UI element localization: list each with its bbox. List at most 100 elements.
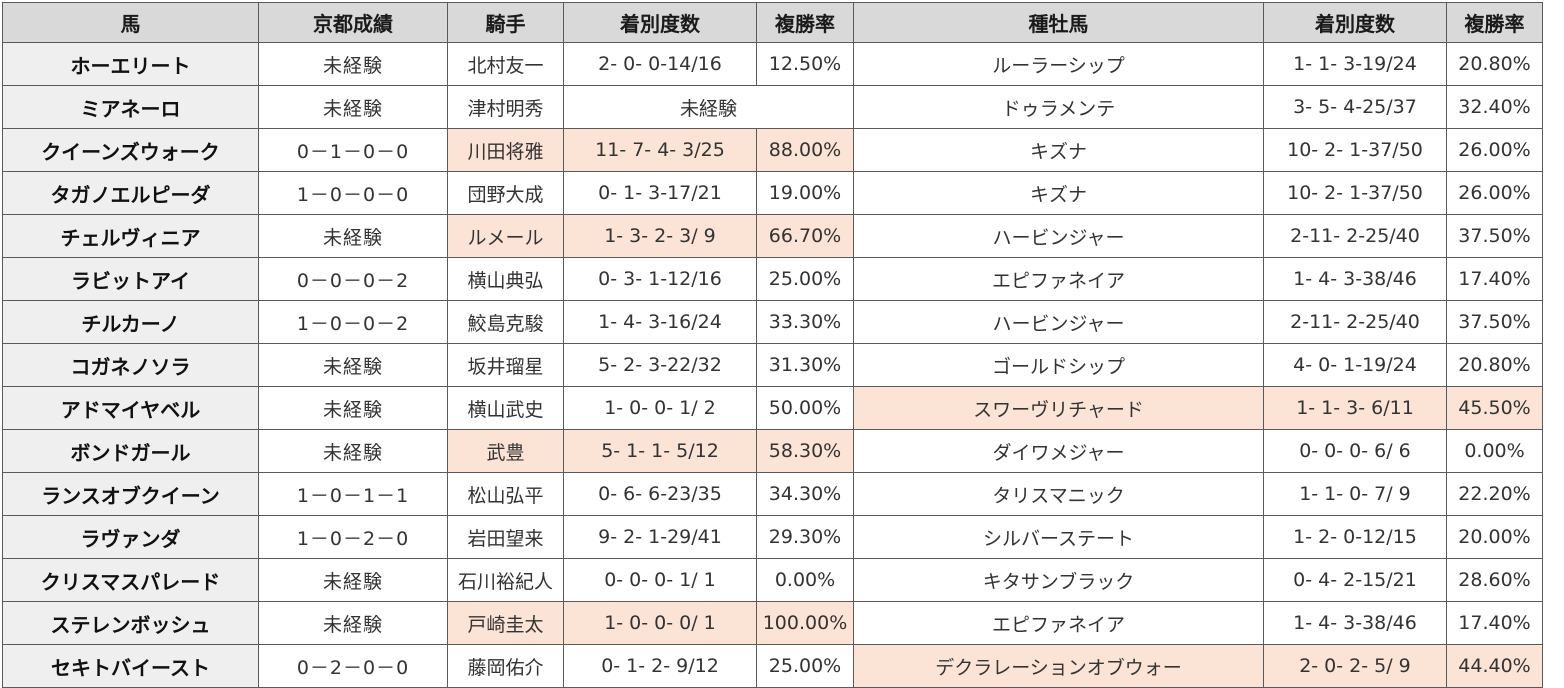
jockey-record: 5- 2- 3-22/32 bbox=[563, 343, 757, 387]
header-jockey: 騎手 bbox=[447, 2, 564, 43]
sire-record: 1- 4- 3-38/46 bbox=[1263, 601, 1447, 645]
jockey-place-rate: 100.00% bbox=[756, 601, 854, 645]
jockey-name: ルメール bbox=[447, 214, 564, 258]
jockey-record: 0- 3- 1-12/16 bbox=[563, 257, 757, 301]
kyoto-record: 1－0－0－0 bbox=[258, 171, 448, 215]
jockey-place-rate: 66.70% bbox=[756, 214, 854, 258]
table-row: チルカーノ 1－0－0－2 鮫島克駿 1- 4- 3-16/24 33.30% … bbox=[2, 300, 1543, 344]
sire-name: デクラレーションオブウォー bbox=[853, 644, 1264, 688]
header-jockey-place-rate: 複勝率 bbox=[756, 2, 854, 43]
jockey-record: 5- 1- 1- 5/12 bbox=[563, 429, 757, 473]
sire-place-rate: 37.50% bbox=[1446, 214, 1543, 258]
sire-name: キズナ bbox=[853, 171, 1264, 215]
table-row: チェルヴィニア 未経験 ルメール 1- 3- 2- 3/ 9 66.70% ハー… bbox=[2, 214, 1543, 258]
sire-record: 1- 1- 3- 6/11 bbox=[1263, 386, 1447, 430]
jockey-record: 1- 0- 0- 1/ 2 bbox=[563, 386, 757, 430]
sire-name: スワーヴリチャード bbox=[853, 386, 1264, 430]
kyoto-record: 未経験 bbox=[258, 42, 448, 86]
sire-name: ダイワメジャー bbox=[853, 429, 1264, 473]
table-row: ラビットアイ 0－0－0－2 横山典弘 0- 3- 1-12/16 25.00%… bbox=[2, 257, 1543, 301]
table-row: タガノエルピーダ 1－0－0－0 団野大成 0- 1- 3-17/21 19.0… bbox=[2, 171, 1543, 215]
jockey-place-rate: 34.30% bbox=[756, 472, 854, 516]
sire-record: 2-11- 2-25/40 bbox=[1263, 214, 1447, 258]
horse-name: チェルヴィニア bbox=[2, 214, 259, 258]
jockey-place-rate: 58.30% bbox=[756, 429, 854, 473]
kyoto-record: 未経験 bbox=[258, 343, 448, 387]
sire-record: 0- 0- 0- 6/ 6 bbox=[1263, 429, 1447, 473]
table-row: ミアネーロ 未経験 津村明秀 未経験 ドゥラメンテ 3- 5- 4-25/37 … bbox=[2, 85, 1543, 129]
sire-record: 1- 1- 3-19/24 bbox=[1263, 42, 1447, 86]
sire-name: ルーラーシップ bbox=[853, 42, 1264, 86]
table-row: コガネノソラ 未経験 坂井瑠星 5- 2- 3-22/32 31.30% ゴール… bbox=[2, 343, 1543, 387]
horse-name: アドマイヤベル bbox=[2, 386, 259, 430]
kyoto-record: 未経験 bbox=[258, 558, 448, 602]
table-row: クリスマスパレード 未経験 石川裕紀人 0- 0- 0- 1/ 1 0.00% … bbox=[2, 558, 1543, 602]
jockey-name: 鮫島克駿 bbox=[447, 300, 564, 344]
sire-record: 2- 0- 2- 5/ 9 bbox=[1263, 644, 1447, 688]
table-row: セキトバイースト 0－2－0－0 藤岡佑介 0- 1- 2- 9/12 25.0… bbox=[2, 644, 1543, 688]
table-row: クイーンズウォーク 0－1－0－0 川田将雅 11- 7- 4- 3/25 88… bbox=[2, 128, 1543, 172]
jockey-name: 川田将雅 bbox=[447, 128, 564, 172]
jockey-record: 0- 1- 3-17/21 bbox=[563, 171, 757, 215]
sire-place-rate: 17.40% bbox=[1446, 601, 1543, 645]
sire-name: エピファネイア bbox=[853, 257, 1264, 301]
sire-record: 3- 5- 4-25/37 bbox=[1263, 85, 1447, 129]
header-row: 馬 京都成績 騎手 着別度数 複勝率 種牡馬 着別度数 複勝率 bbox=[2, 2, 1543, 43]
jockey-place-rate: 50.00% bbox=[756, 386, 854, 430]
jockey-place-rate: 88.00% bbox=[756, 128, 854, 172]
sire-name: キズナ bbox=[853, 128, 1264, 172]
horse-name: クイーンズウォーク bbox=[2, 128, 259, 172]
sire-place-rate: 32.40% bbox=[1446, 85, 1543, 129]
header-sire: 種牡馬 bbox=[853, 2, 1264, 43]
jockey-place-rate: 25.00% bbox=[756, 257, 854, 301]
jockey-place-rate: 31.30% bbox=[756, 343, 854, 387]
sire-record: 1- 4- 3-38/46 bbox=[1263, 257, 1447, 301]
sire-record: 2-11- 2-25/40 bbox=[1263, 300, 1447, 344]
horse-name: セキトバイースト bbox=[2, 644, 259, 688]
sire-record: 4- 0- 1-19/24 bbox=[1263, 343, 1447, 387]
sire-name: ゴールドシップ bbox=[853, 343, 1264, 387]
header-sire-record: 着別度数 bbox=[1263, 2, 1447, 43]
sire-place-rate: 20.80% bbox=[1446, 42, 1543, 86]
jockey-place-rate: 0.00% bbox=[756, 558, 854, 602]
jockey-place-rate: 29.30% bbox=[756, 515, 854, 559]
horse-name: ステレンボッシュ bbox=[2, 601, 259, 645]
sire-name: エピファネイア bbox=[853, 601, 1264, 645]
jockey-name: 横山典弘 bbox=[447, 257, 564, 301]
jockey-name: 坂井瑠星 bbox=[447, 343, 564, 387]
jockey-record: 1- 3- 2- 3/ 9 bbox=[563, 214, 757, 258]
sire-record: 1- 1- 0- 7/ 9 bbox=[1263, 472, 1447, 516]
sire-record: 10- 2- 1-37/50 bbox=[1263, 128, 1447, 172]
sire-place-rate: 0.00% bbox=[1446, 429, 1543, 473]
sire-place-rate: 37.50% bbox=[1446, 300, 1543, 344]
sire-place-rate: 28.60% bbox=[1446, 558, 1543, 602]
horse-name: コガネノソラ bbox=[2, 343, 259, 387]
horse-name: ラヴァンダ bbox=[2, 515, 259, 559]
jockey-name: 藤岡佑介 bbox=[447, 644, 564, 688]
jockey-name: 団野大成 bbox=[447, 171, 564, 215]
jockey-place-rate: 25.00% bbox=[756, 644, 854, 688]
jockey-name: 松山弘平 bbox=[447, 472, 564, 516]
sire-name: ハービンジャー bbox=[853, 300, 1264, 344]
table-row: ホーエリート 未経験 北村友一 2- 0- 0-14/16 12.50% ルーラ… bbox=[2, 42, 1543, 86]
header-sire-place-rate: 複勝率 bbox=[1446, 2, 1543, 43]
kyoto-record: 未経験 bbox=[258, 601, 448, 645]
sire-place-rate: 22.20% bbox=[1446, 472, 1543, 516]
horse-name: ホーエリート bbox=[2, 42, 259, 86]
horse-name: チルカーノ bbox=[2, 300, 259, 344]
kyoto-record: 未経験 bbox=[258, 214, 448, 258]
jockey-name: 津村明秀 bbox=[447, 85, 564, 129]
horse-name: ミアネーロ bbox=[2, 85, 259, 129]
table-row: アドマイヤベル 未経験 横山武史 1- 0- 0- 1/ 2 50.00% スワ… bbox=[2, 386, 1543, 430]
jockey-record: 9- 2- 1-29/41 bbox=[563, 515, 757, 559]
jockey-name: 岩田望来 bbox=[447, 515, 564, 559]
kyoto-record: 1－0－2－0 bbox=[258, 515, 448, 559]
jockey-name: 横山武史 bbox=[447, 386, 564, 430]
jockey-place-rate: 19.00% bbox=[756, 171, 854, 215]
horse-name: ランスオブクイーン bbox=[2, 472, 259, 516]
kyoto-record: 0－2－0－0 bbox=[258, 644, 448, 688]
header-horse: 馬 bbox=[2, 2, 259, 43]
kyoto-record: 0－0－0－2 bbox=[258, 257, 448, 301]
kyoto-record: 未経験 bbox=[258, 85, 448, 129]
